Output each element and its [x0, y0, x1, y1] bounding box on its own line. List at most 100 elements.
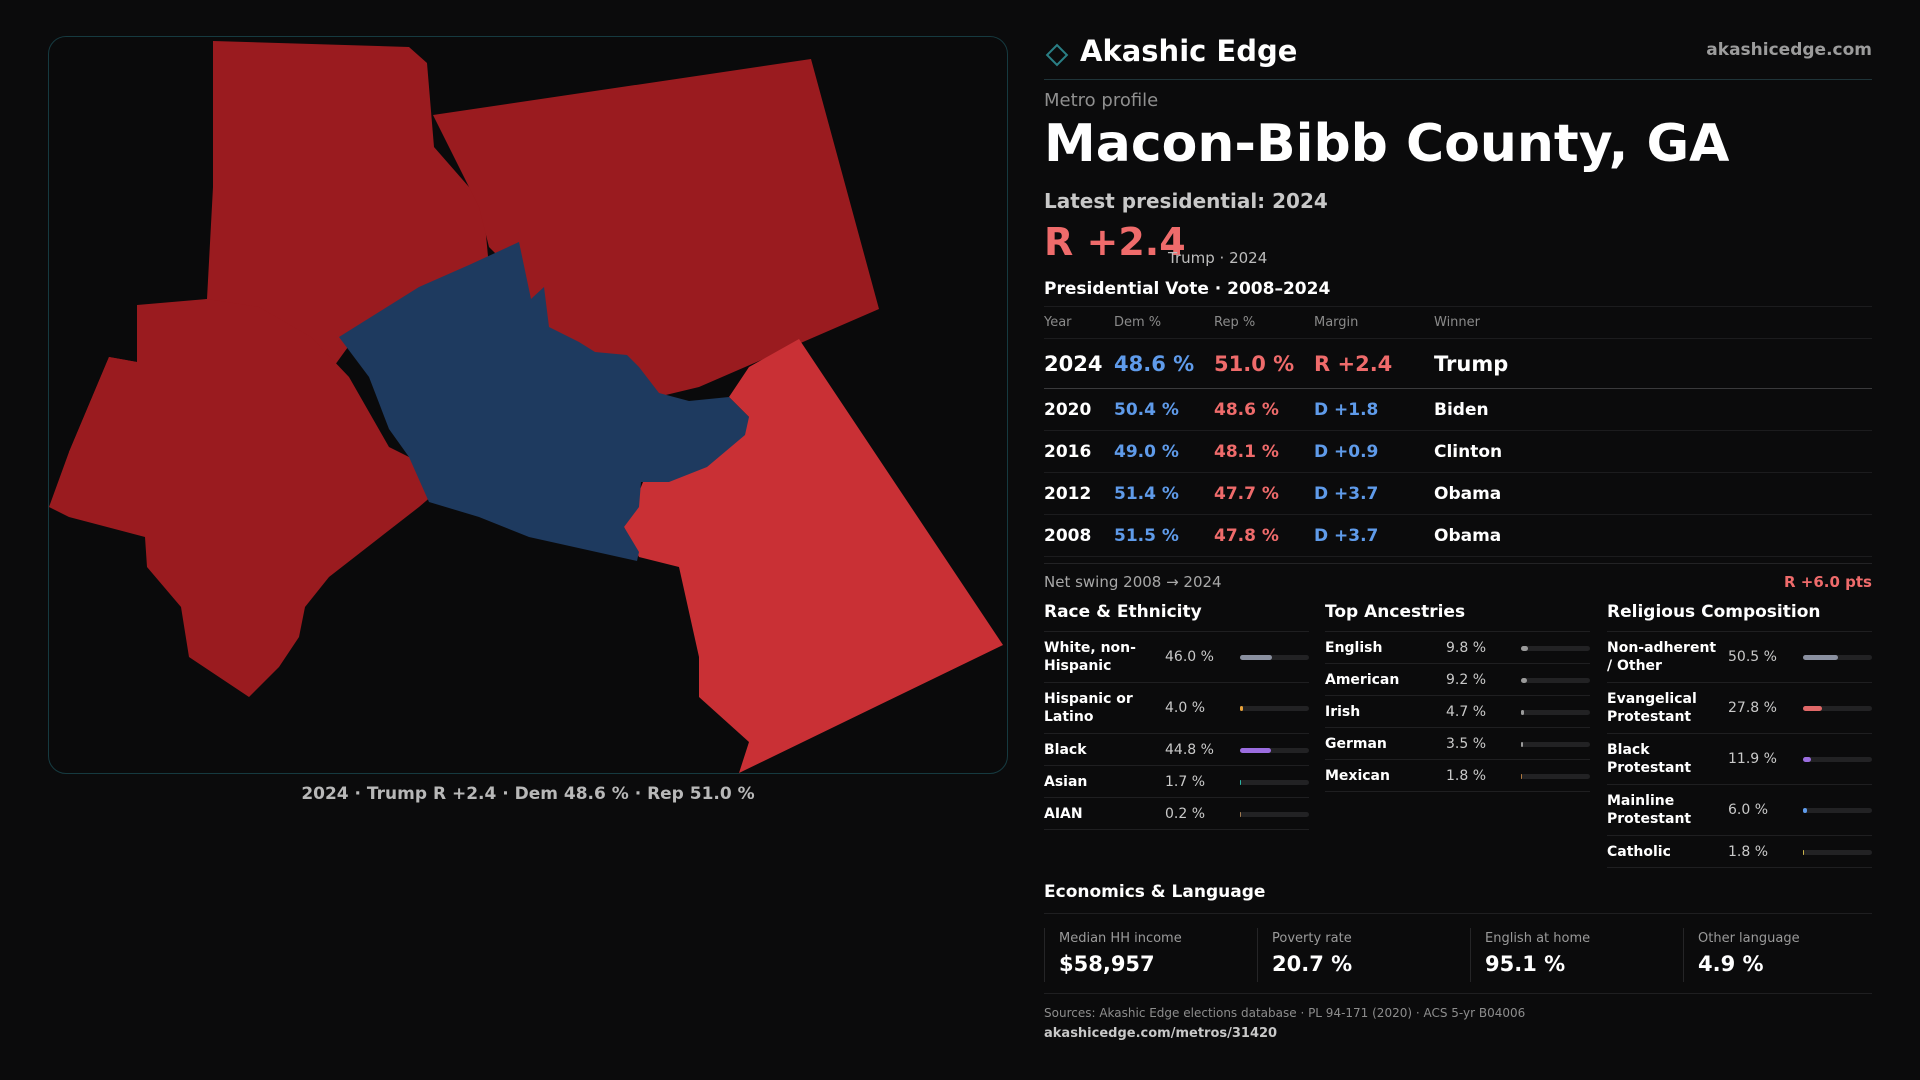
- county-shape-southwest[interactable]: [49, 299, 454, 697]
- list-item: Hispanic or Latino 4.0 %: [1044, 683, 1309, 734]
- item-label: Mainline Protestant: [1607, 793, 1692, 827]
- list-item: Mexican 1.8 %: [1325, 760, 1590, 792]
- latest-presidential-label: Latest presidential: 2024: [1044, 189, 1328, 213]
- net-swing-value: R +6.0 pts: [1784, 573, 1872, 591]
- stat-label: Poverty rate: [1272, 931, 1352, 946]
- list-item: Black 44.8 %: [1044, 734, 1309, 766]
- economics-title: Economics & Language: [1044, 882, 1872, 914]
- stat-value: 4.9 %: [1698, 952, 1764, 976]
- item-bar: [1521, 741, 1524, 747]
- row-rep-share: 48.1 %: [1214, 441, 1279, 462]
- list-item: Black Protestant 11.9 %: [1607, 734, 1872, 785]
- item-value: 3.5 %: [1446, 735, 1487, 752]
- item-bar: [1240, 747, 1271, 753]
- item-bar-track: [1240, 747, 1309, 753]
- row-dem-share: 49.0 %: [1114, 441, 1179, 462]
- item-bar-track: [1521, 773, 1590, 779]
- row-year: 2020: [1044, 399, 1092, 420]
- item-bar-track: [1240, 811, 1309, 817]
- item-value: 0.2 %: [1165, 805, 1206, 822]
- row-rep-share: 47.7 %: [1214, 483, 1279, 504]
- column-header-winner: Winner: [1434, 315, 1481, 330]
- item-value: 9.2 %: [1446, 671, 1487, 688]
- ancestries-panel: Top Ancestries English 9.8 % American 9.…: [1325, 602, 1590, 792]
- item-bar: [1803, 808, 1808, 813]
- economics-cards: Median HH income $58,957 Poverty rate 20…: [1044, 928, 1872, 994]
- religion-panel: Religious Composition Non-adherent / Oth…: [1607, 602, 1872, 868]
- brand-header: Akashic Edge akashicedge.com: [1044, 30, 1872, 80]
- item-value: 1.7 %: [1165, 773, 1206, 790]
- row-year: 2008: [1044, 525, 1092, 546]
- stat-value: $58,957: [1059, 952, 1155, 976]
- item-label: Evangelical Protestant: [1607, 691, 1697, 725]
- item-bar: [1521, 709, 1525, 715]
- column-header-rep: Rep %: [1214, 315, 1256, 330]
- row-margin: R +2.4: [1314, 351, 1393, 376]
- item-label: Mexican: [1325, 767, 1390, 784]
- ancestries-title: Top Ancestries: [1325, 602, 1590, 632]
- list-item: American 9.2 %: [1325, 664, 1590, 696]
- row-year: 2024: [1044, 351, 1103, 376]
- item-bar: [1521, 773, 1523, 779]
- row-margin: D +3.7: [1314, 525, 1379, 546]
- list-item: Evangelical Protestant 27.8 %: [1607, 683, 1872, 734]
- row-year: 2012: [1044, 483, 1092, 504]
- stat-value: 95.1 %: [1485, 952, 1566, 976]
- item-bar-track: [1521, 741, 1590, 747]
- item-label: White, non-Hispanic: [1044, 640, 1136, 674]
- item-bar: [1240, 779, 1242, 785]
- item-bar: [1240, 655, 1272, 660]
- row-rep-share: 47.8 %: [1214, 525, 1279, 546]
- stat-card: English at home 95.1 %: [1470, 928, 1670, 982]
- vote-table-title: Presidential Vote · 2008–2024: [1044, 279, 1331, 299]
- item-bar: [1240, 706, 1243, 711]
- list-item: AIAN 0.2 %: [1044, 798, 1309, 830]
- list-item: Mainline Protestant 6.0 %: [1607, 785, 1872, 836]
- latest-winner-subtitle: Trump · 2024: [1168, 249, 1268, 267]
- source-url-link[interactable]: akashicedge.com/metros/31420: [1044, 1026, 1278, 1041]
- item-bar: [1521, 677, 1528, 683]
- item-label: Hispanic or Latino: [1044, 691, 1133, 725]
- item-label: Black Protestant: [1607, 742, 1692, 776]
- stat-card: Poverty rate 20.7 %: [1257, 928, 1457, 982]
- item-bar: [1803, 655, 1838, 660]
- row-dem-share: 50.4 %: [1114, 399, 1179, 420]
- item-label: German: [1325, 735, 1387, 752]
- map-caption: 2024 · Trump R +2.4 · Dem 48.6 % · Rep 5…: [301, 784, 755, 804]
- item-value: 46.0 %: [1165, 649, 1214, 665]
- item-bar-track: [1803, 808, 1872, 813]
- list-item: Catholic 1.8 %: [1607, 836, 1872, 868]
- item-value: 27.8 %: [1728, 700, 1777, 716]
- stat-label: English at home: [1485, 931, 1591, 946]
- latest-margin: R +2.4: [1044, 220, 1186, 264]
- row-dem-share: 48.6 %: [1114, 351, 1195, 376]
- item-value: 50.5 %: [1728, 649, 1777, 665]
- brand-name[interactable]: Akashic Edge: [1080, 34, 1298, 68]
- item-value: 4.0 %: [1165, 700, 1206, 716]
- item-value: 44.8 %: [1165, 741, 1214, 758]
- item-bar-track: [1803, 706, 1872, 711]
- row-dem-share: 51.4 %: [1114, 483, 1179, 504]
- stat-label: Median HH income: [1059, 931, 1182, 946]
- item-bar-track: [1240, 655, 1309, 660]
- row-winner: Biden: [1434, 399, 1489, 420]
- item-label: Irish: [1325, 703, 1361, 720]
- brand-url-link[interactable]: akashicedge.com: [1706, 40, 1872, 60]
- row-rep-share: 51.0 %: [1214, 351, 1295, 376]
- row-winner: Clinton: [1434, 441, 1503, 462]
- list-item: English 9.8 %: [1325, 632, 1590, 664]
- item-bar: [1521, 645, 1528, 651]
- county-shape-center[interactable]: [339, 242, 749, 561]
- item-value: 4.7 %: [1446, 703, 1487, 720]
- list-item: Asian 1.7 %: [1044, 766, 1309, 798]
- stat-label: Other language: [1698, 931, 1800, 946]
- row-year: 2016: [1044, 441, 1092, 462]
- item-bar-track: [1240, 706, 1309, 711]
- net-swing-row: Net swing 2008 → 2024 R +6.0 pts: [1044, 563, 1872, 593]
- table-row: 2020 50.4 % 48.6 % D +1.8 Biden: [1044, 389, 1872, 431]
- table-row: 2024 48.6 % 51.0 % R +2.4 Trump: [1044, 339, 1872, 389]
- item-label: Black: [1044, 741, 1087, 758]
- row-rep-share: 48.6 %: [1214, 399, 1279, 420]
- county-map[interactable]: [48, 36, 1008, 774]
- stat-card: Median HH income $58,957: [1044, 928, 1244, 982]
